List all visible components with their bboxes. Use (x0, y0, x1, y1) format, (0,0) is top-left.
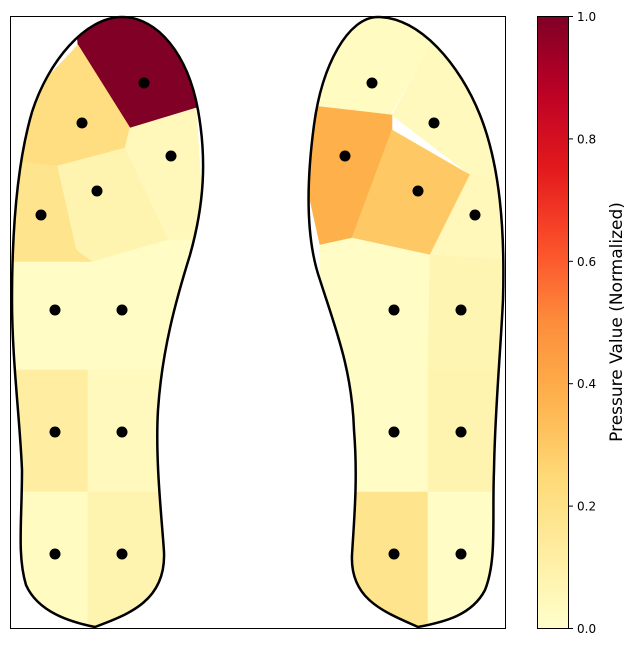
right-foot-sensor-11 (455, 548, 467, 560)
right-foot-sensor-7 (455, 304, 467, 316)
left-foot-sensor-10 (49, 548, 61, 560)
left-foot-sensor-7 (116, 304, 128, 316)
right-foot-sensor-6 (388, 304, 400, 316)
right-foot-region-9 (427, 369, 504, 493)
left-foot-sensor-1 (138, 77, 150, 89)
colorbar-ticks: 0.0 0.2 0.4 0.6 0.8 1.0 (568, 10, 596, 636)
right-foot-outline (307, 15, 505, 629)
colorbar-tick-label: 0.0 (577, 622, 596, 636)
left-foot-sensor-3 (165, 150, 177, 162)
colorbar: 0.0 0.2 0.4 0.6 0.8 1.0 Pressure Value (Norma… (537, 10, 627, 636)
colorbar-tick-label: 1.0 (577, 10, 596, 24)
right-foot-sensor-5 (469, 209, 481, 221)
left-foot-sensor-5 (35, 209, 47, 221)
colorbar-frame (537, 16, 569, 629)
right-foot-sensor-3 (339, 150, 351, 162)
right-foot-sensor-9 (455, 426, 467, 438)
right-foot-sensor-1 (366, 77, 378, 89)
left-foot-sensor-9 (116, 426, 128, 438)
colorbar-tick-label: 0.2 (577, 500, 596, 514)
right-foot-sensor-4 (412, 185, 424, 197)
axes-frame (10, 16, 506, 629)
left-foot-sensor-6 (49, 304, 61, 316)
right-foot-sensor-10 (388, 548, 400, 560)
left-foot-region-6 (12, 261, 93, 371)
right-foot-region-7 (427, 254, 504, 371)
right-foot-sensor-2 (428, 117, 440, 129)
left-foot-sensor-11 (116, 548, 128, 560)
colorbar-gradient (537, 16, 568, 629)
left-foot-sensor-4 (91, 185, 103, 197)
sensor-points (35, 77, 481, 560)
left-foot-sensor-2 (76, 117, 88, 129)
colorbar-tick-label: 0.8 (577, 132, 596, 146)
colorbar-label: Pressure Value (Normalized) (607, 202, 627, 442)
colorbar-tick-label: 0.4 (577, 377, 596, 391)
right-foot-sensor-8 (388, 426, 400, 438)
left-foot-sensor-8 (49, 426, 61, 438)
colorbar-tick-label: 0.6 (577, 255, 596, 269)
